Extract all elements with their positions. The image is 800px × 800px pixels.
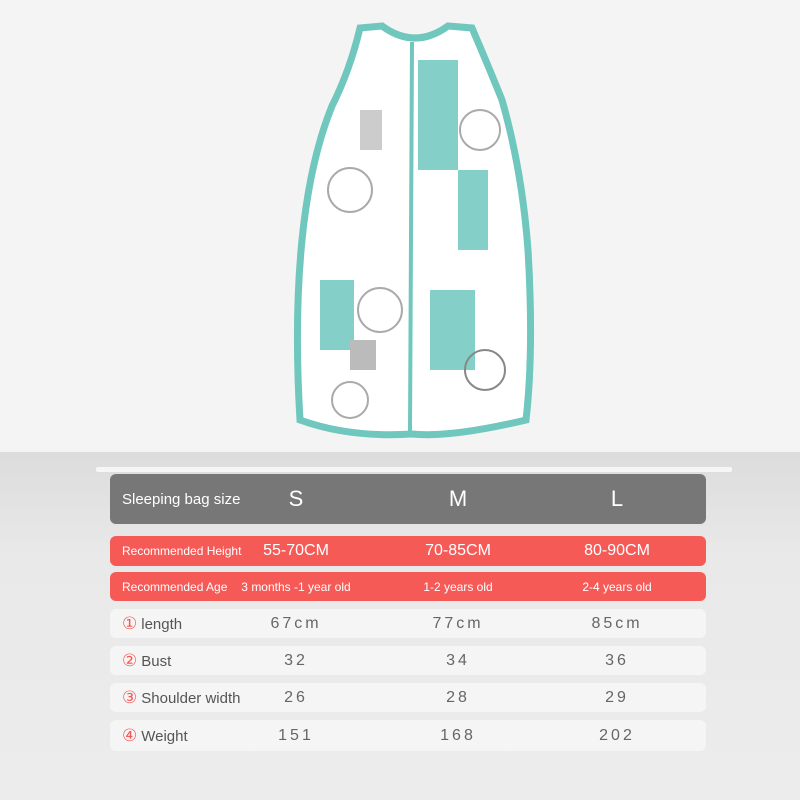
cell: 34 [446, 651, 470, 669]
size-label: Sleeping bag size [122, 490, 241, 508]
cell: 168 [440, 726, 476, 744]
cell: 77cm [432, 614, 484, 632]
shoulder-width-row: ③ Shoulder width 26 28 29 [110, 683, 706, 712]
size-m: M [448, 486, 468, 511]
size-s: S [288, 486, 304, 511]
cell: 26 [284, 688, 308, 706]
cell: 32 [284, 651, 308, 669]
label-text: length [141, 615, 183, 633]
cell: 151 [278, 726, 314, 744]
label-text: Bust [141, 652, 172, 670]
size-l: L [610, 486, 624, 511]
label-text: Shoulder width [141, 689, 241, 707]
number-badge: ③ [122, 687, 138, 707]
row-label: ① length [122, 614, 182, 634]
row-label: Recommended Age [122, 579, 228, 594]
weight-row: ④ Weight 151 168 202 [110, 720, 706, 751]
number-badge: ④ [122, 725, 138, 745]
cell: 3 months -1 year old [241, 579, 351, 594]
length-row: ① length 67cm 77cm 85cm [110, 609, 706, 638]
cell: 85cm [591, 614, 643, 632]
age-row: Recommended Age 3 months -1 year old 1-2… [110, 572, 706, 601]
row-label: ③ Shoulder width [122, 688, 240, 708]
cell: 28 [446, 688, 470, 706]
cell: 36 [605, 651, 629, 669]
row-label: ④ Weight [122, 726, 188, 746]
sleeping-bag-image [293, 22, 535, 439]
bust-row: ② Bust 32 34 36 [110, 646, 706, 675]
row-label: Recommended Height [122, 544, 242, 558]
size-header-row: Sleeping bag size S M L [110, 474, 706, 524]
cell: 1-2 years old [423, 579, 493, 594]
number-badge: ② [122, 650, 138, 670]
cell: 55-70CM [263, 542, 329, 559]
cell: 29 [605, 688, 629, 706]
divider [96, 467, 732, 472]
cell: 2-4 years old [582, 579, 652, 594]
number-badge: ① [122, 613, 138, 633]
label-text: Weight [141, 727, 188, 745]
cell: 202 [599, 726, 635, 744]
row-label: ② Bust [122, 651, 171, 671]
height-row: Recommended Height 55-70CM 70-85CM 80-90… [110, 536, 706, 566]
cell: 80-90CM [584, 542, 650, 559]
cell: 70-85CM [425, 542, 491, 559]
cell: 67cm [270, 614, 322, 632]
